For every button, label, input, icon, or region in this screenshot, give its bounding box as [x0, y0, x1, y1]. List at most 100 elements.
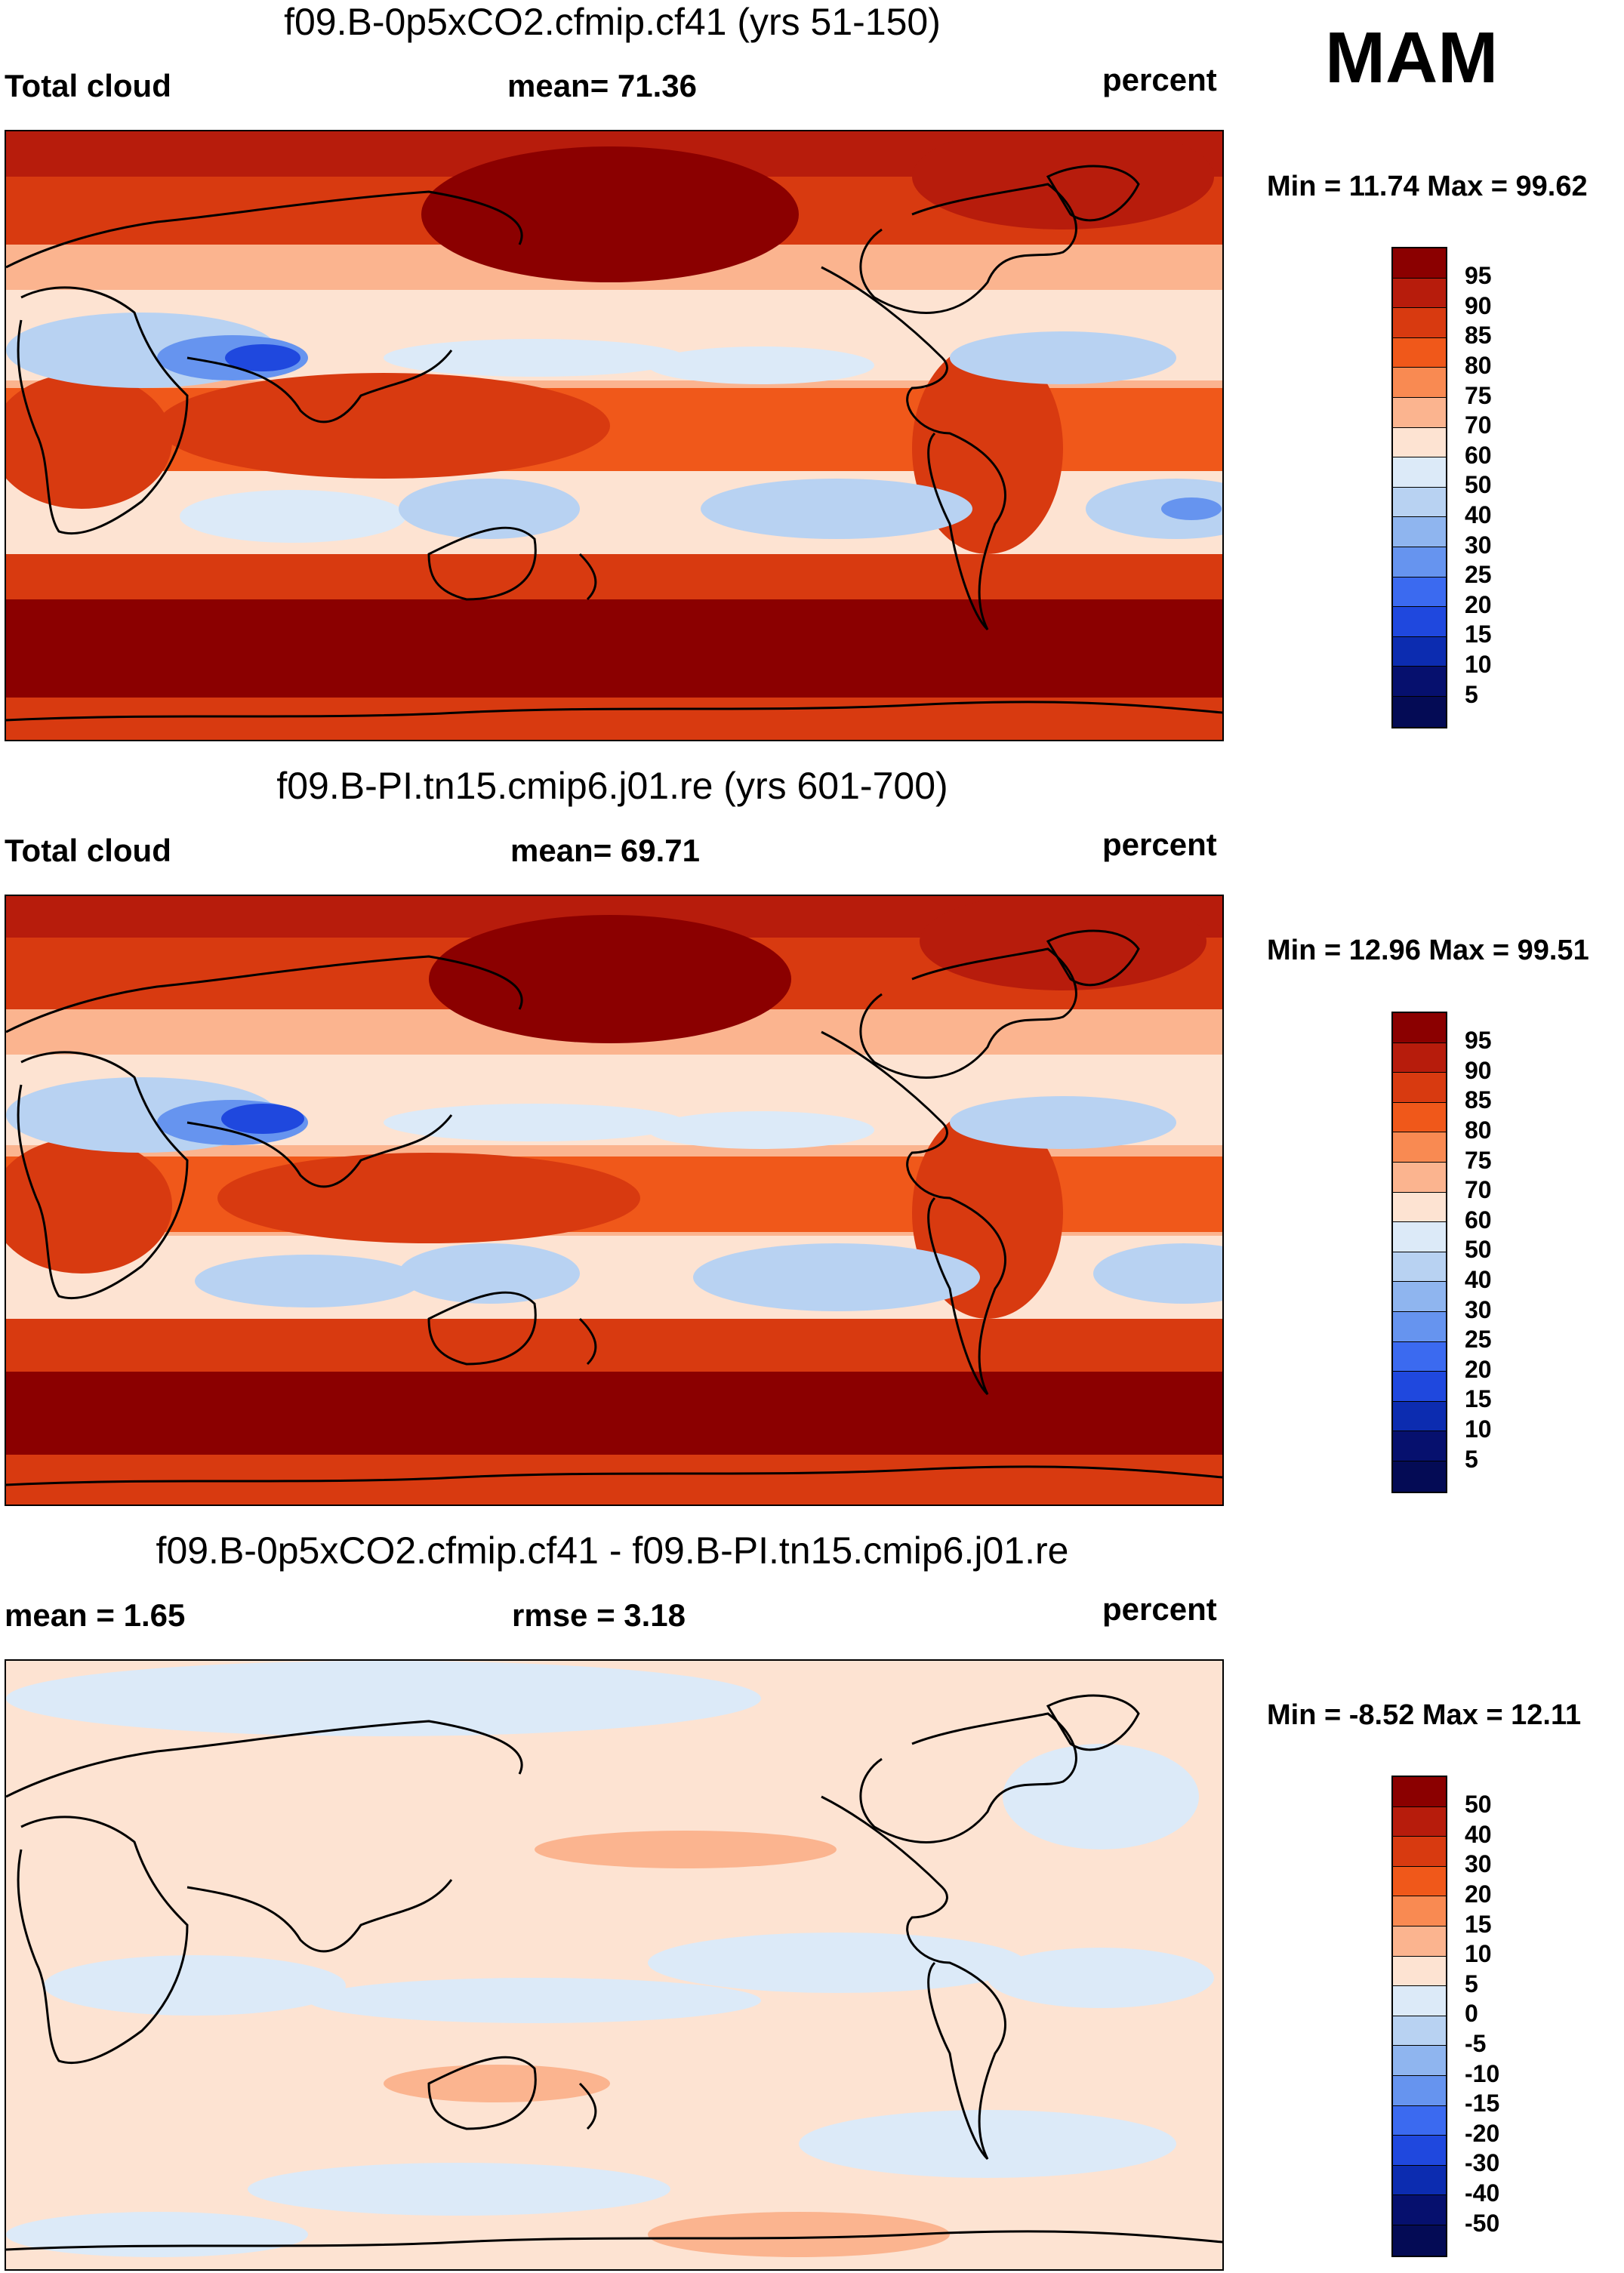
colorbar-tick-label: -15 — [1465, 2090, 1500, 2117]
colorbar-tick-label: 70 — [1465, 1176, 1492, 1203]
colorbar-tick-label: 5 — [1465, 681, 1478, 708]
colorbar-tick-label: 20 — [1465, 1880, 1492, 1908]
panel-1-colorbar-swatch — [1393, 577, 1446, 608]
panel-1-colorbar-swatch — [1393, 337, 1446, 368]
panel-3-colorbar-swatch — [1393, 2046, 1446, 2076]
panel-1-colorbar-swatch — [1393, 308, 1446, 338]
colorbar-tick-label: 20 — [1465, 1356, 1492, 1383]
colorbar-tick-label: 75 — [1465, 382, 1492, 409]
panel-3-colorbar-swatch — [1393, 1777, 1446, 1807]
colorbar-tick-label: 50 — [1465, 471, 1492, 498]
panel-2-colorbar-swatch — [1393, 1013, 1446, 1043]
colorbar-tick-label: 5 — [1465, 1970, 1478, 1997]
colorbar-tick-label: 30 — [1465, 531, 1492, 559]
panel-3-rmse-label: rmse = 3.18 — [512, 1597, 686, 1633]
panel-2-colorbar-swatch — [1393, 1043, 1446, 1073]
panel-3-colorbar-swatch — [1393, 1866, 1446, 1897]
colorbar-tick-label: -40 — [1465, 2179, 1500, 2207]
panel-2-minmax: Min = 12.96 Max = 99.51 — [1267, 935, 1589, 966]
colorbar-tick-label: 30 — [1465, 1296, 1492, 1323]
colorbar-tick-label: 50 — [1465, 1236, 1492, 1263]
colorbar-tick-label: 40 — [1465, 1266, 1492, 1293]
colorbar-tick-label: 60 — [1465, 1206, 1492, 1234]
colorbar-tick-label: -5 — [1465, 2030, 1487, 2057]
panel-3-colorbar-swatch — [1393, 1926, 1446, 1957]
colorbar-tick-label: 90 — [1465, 1057, 1492, 1084]
panel-1-units-label: percent — [1102, 62, 1217, 97]
panel-1-colorbar-swatch — [1393, 368, 1446, 398]
colorbar-tick-label: 25 — [1465, 561, 1492, 588]
panel-3-colorbar-swatch — [1393, 2105, 1446, 2136]
colorbar-tick-label: -30 — [1465, 2149, 1500, 2176]
panel-3-colorbar-swatch — [1393, 2075, 1446, 2106]
panel-3-colorbar-swatch — [1393, 1956, 1446, 1987]
colorbar-tick-label: 95 — [1465, 1027, 1492, 1054]
panel-1-map-field — [6, 131, 1222, 740]
colorbar-tick-label: 20 — [1465, 591, 1492, 618]
panel-2-mean-label: mean= 69.71 — [510, 833, 701, 868]
panel-2-colorbar-swatch — [1393, 1401, 1446, 1432]
colorbar-tick-label: 10 — [1465, 1940, 1492, 1967]
season-label: MAM — [1325, 17, 1499, 98]
panel-1-colorbar-swatch — [1393, 248, 1446, 279]
colorbar-tick-label: -20 — [1465, 2120, 1500, 2147]
panel-3-units-label: percent — [1102, 1591, 1217, 1627]
panel-1-colorbar-swatch — [1393, 278, 1446, 309]
panel-3-colorbar-swatch — [1393, 1806, 1446, 1837]
colorbar-tick-label: 75 — [1465, 1147, 1492, 1174]
panel-2-colorbar-swatch — [1393, 1431, 1446, 1461]
panel-3-mean-label: mean = 1.65 — [5, 1597, 186, 1633]
panel-2-colorbar-swatch — [1393, 1102, 1446, 1133]
panel-3-colorbar-swatch — [1393, 2165, 1446, 2196]
panel-3-colorbar-swatch — [1393, 1986, 1446, 2016]
panel-1-variable-label: Total cloud — [5, 68, 171, 103]
colorbar-tick-label: 25 — [1465, 1326, 1492, 1353]
colorbar-tick-label: 5 — [1465, 1446, 1478, 1473]
panel-2-colorbar-swatch — [1393, 1461, 1446, 1492]
panel-2-title: f09.B-PI.tn15.cmip6.j01.re (yrs 601-700) — [276, 765, 948, 807]
panel-1-colorbar — [1391, 247, 1447, 728]
colorbar-tick-label: 95 — [1465, 262, 1492, 289]
panel-2-colorbar-swatch — [1393, 1192, 1446, 1223]
colorbar-tick-label: 70 — [1465, 411, 1492, 439]
panel-3-minmax: Min = -8.52 Max = 12.11 — [1267, 1699, 1582, 1731]
panel-2-variable-label: Total cloud — [5, 833, 171, 868]
panel-1-colorbar-swatch — [1393, 547, 1446, 577]
panel-2-colorbar-swatch — [1393, 1222, 1446, 1252]
panel-2-map — [5, 895, 1224, 1506]
panel-3-colorbar — [1391, 1776, 1447, 2257]
panel-2-colorbar-swatch — [1393, 1132, 1446, 1163]
panel-3-map-field — [6, 1661, 1222, 2269]
colorbar-tick-label: -10 — [1465, 2060, 1500, 2087]
colorbar-tick-label: 85 — [1465, 322, 1492, 349]
colorbar-tick-label: 50 — [1465, 1791, 1492, 1818]
panel-2-colorbar-swatch — [1393, 1311, 1446, 1342]
panel-3-colorbar-swatch — [1393, 1837, 1446, 1867]
colorbar-tick-label: 15 — [1465, 621, 1492, 648]
panel-2-map-field — [6, 896, 1222, 1505]
panel-2-colorbar-swatch — [1393, 1282, 1446, 1312]
colorbar-tick-label: 90 — [1465, 292, 1492, 319]
panel-2-units-label: percent — [1102, 827, 1217, 862]
colorbar-tick-label: 80 — [1465, 1116, 1492, 1144]
colorbar-tick-label: 10 — [1465, 1415, 1492, 1443]
colorbar-tick-label: 85 — [1465, 1086, 1492, 1113]
panel-3-colorbar-swatch — [1393, 1896, 1446, 1927]
panel-2-colorbar-swatch — [1393, 1372, 1446, 1402]
colorbar-tick-label: 40 — [1465, 501, 1492, 528]
colorbar-tick-label: 15 — [1465, 1911, 1492, 1938]
panel-1-colorbar-swatch — [1393, 696, 1446, 727]
panel-2-colorbar-swatch — [1393, 1252, 1446, 1283]
panel-1-colorbar-swatch — [1393, 427, 1446, 458]
colorbar-tick-label: 0 — [1465, 2000, 1478, 2027]
panel-1-mean-label: mean= 71.36 — [507, 68, 698, 103]
panel-1-colorbar-swatch — [1393, 397, 1446, 428]
panel-1-title: f09.B-0p5xCO2.cfmip.cf41 (yrs 51-150) — [284, 1, 941, 43]
colorbar-tick-label: 40 — [1465, 1821, 1492, 1848]
panel-1-map — [5, 130, 1224, 741]
panel-1-colorbar-swatch — [1393, 636, 1446, 667]
panel-3-colorbar-swatch — [1393, 2016, 1446, 2047]
panel-3-colorbar-swatch — [1393, 2225, 1446, 2256]
panel-2-colorbar-swatch — [1393, 1162, 1446, 1193]
colorbar-tick-label: 15 — [1465, 1385, 1492, 1412]
